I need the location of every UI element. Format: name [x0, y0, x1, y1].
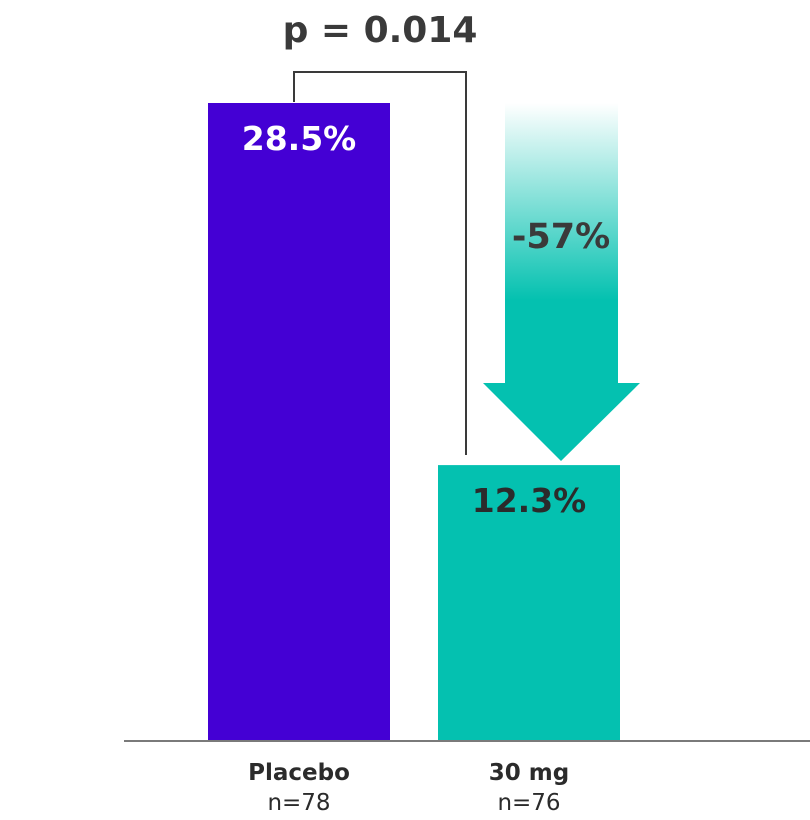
- category-label-placebo: Placebo: [248, 760, 350, 786]
- category-label-30mg: 30 mg: [488, 760, 570, 786]
- reduction-label: -57%: [512, 217, 610, 257]
- significance-bracket: [293, 71, 467, 455]
- bar-30mg: [438, 465, 620, 740]
- reduction-arrow: [483, 103, 640, 461]
- sample-size-placebo: n=78: [267, 790, 331, 816]
- bar-placebo: [208, 103, 390, 740]
- sample-size-30mg: n=76: [497, 790, 561, 816]
- value-label-placebo: 28.5%: [242, 119, 357, 158]
- value-label-30mg: 12.3%: [472, 481, 587, 520]
- p-value-label: p = 0.014: [282, 10, 478, 51]
